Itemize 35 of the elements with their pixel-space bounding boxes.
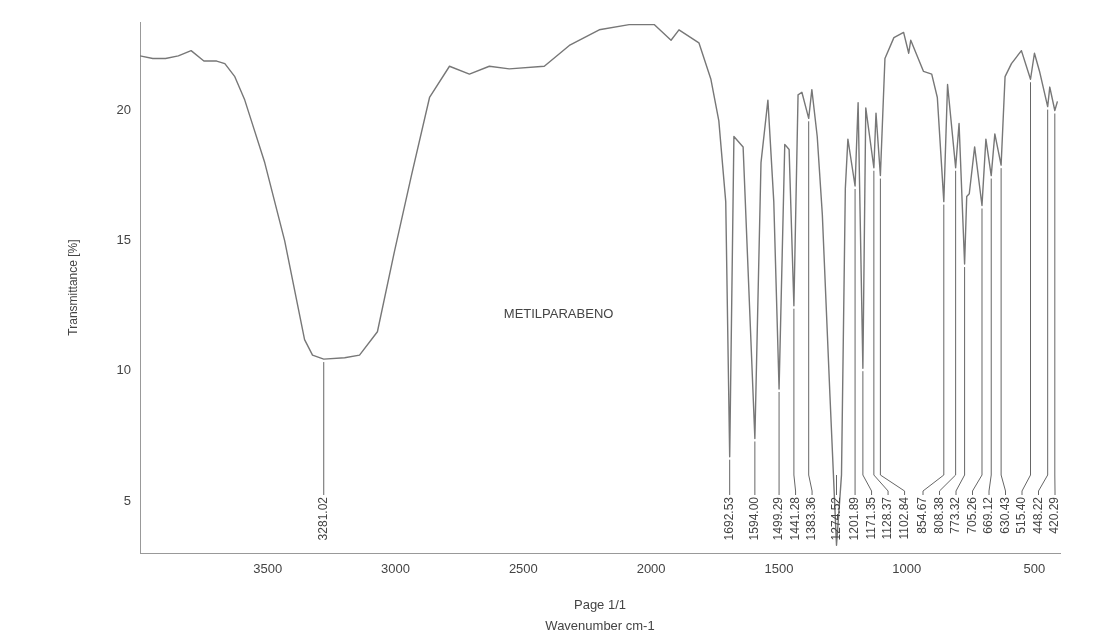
y-tick-label: 20	[116, 102, 131, 118]
annotation: METILPARABENO	[503, 305, 614, 321]
annotation: 3281.02	[316, 496, 331, 541]
annotation: 1441.28	[787, 496, 802, 541]
y-axis-title: Transmittance [%]	[65, 239, 80, 336]
text: Page 1/1	[573, 596, 627, 612]
annotation: 669.12	[981, 496, 996, 534]
x-tick-label: 1000	[892, 561, 922, 577]
annotation: 1692.53	[722, 496, 736, 541]
annotation: 1499.29	[771, 496, 786, 541]
x-tick-label: 3000	[381, 561, 411, 577]
annotation: 1383.36	[804, 496, 819, 541]
annotation: 448.22	[1030, 496, 1045, 534]
x-tick-label: 3500	[253, 561, 283, 577]
annotation: 1274.52	[828, 496, 843, 541]
x-tick-label: 500	[1023, 561, 1046, 577]
annotation: 808.38	[931, 496, 946, 534]
annotation: 1201.89	[847, 496, 862, 541]
annotation: 854.67	[915, 496, 930, 534]
annotation: 630.43	[997, 496, 1012, 534]
annotation: 1102.84	[896, 496, 911, 540]
y-tick-label: 15	[116, 232, 131, 248]
x-tick-label: 1500	[764, 561, 794, 577]
annotation: 1594.00	[747, 496, 762, 541]
annotation: 1128.37	[880, 496, 895, 540]
x-tick-label: 2000	[636, 561, 666, 577]
y-tick-label: 10	[116, 362, 131, 378]
x-tick-label: 2500	[508, 561, 538, 577]
annotation: 420.29	[1047, 496, 1062, 534]
annotation: 705.26	[964, 496, 979, 534]
annotation: 773.32	[948, 496, 963, 534]
annotation: 1171.35	[863, 496, 878, 540]
x-axis-title: Wavenumber cm-1	[545, 617, 655, 633]
y-tick-label: 5	[123, 492, 131, 508]
annotation: 515.40	[1014, 496, 1029, 534]
